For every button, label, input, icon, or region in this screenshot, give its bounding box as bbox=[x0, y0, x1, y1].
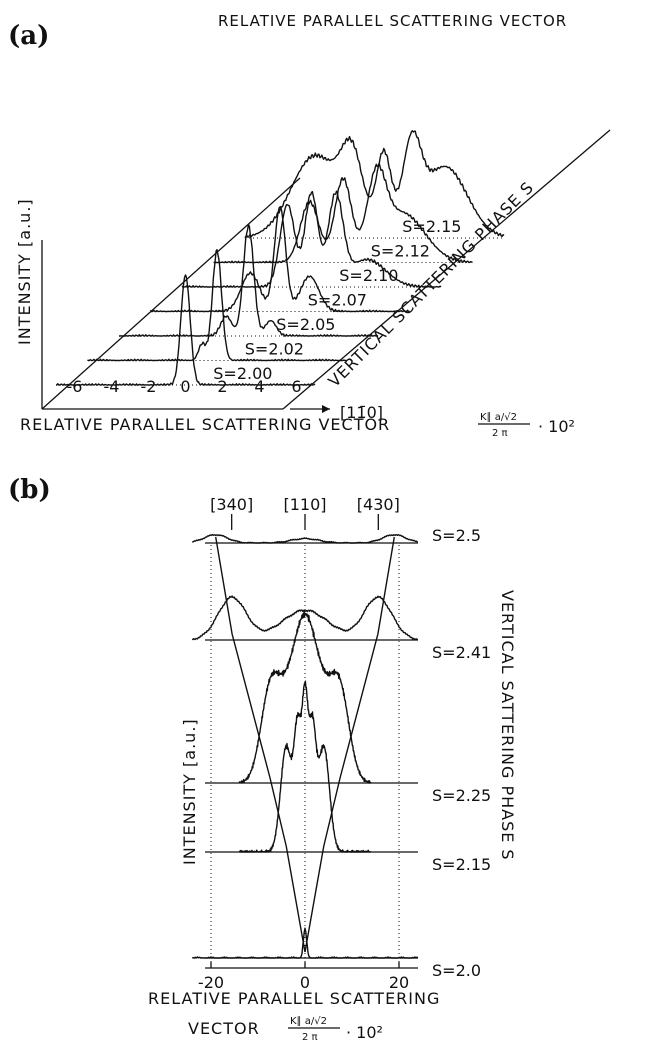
panel-b-direction-label: [340] bbox=[210, 495, 253, 514]
panel-a-formula-factor: · 10² bbox=[538, 417, 575, 436]
panel-b-depth-label: VERTICAL SATTERING PHASE S bbox=[498, 590, 517, 861]
panel-a-direction-arrowhead bbox=[322, 405, 330, 413]
panel-b-series-label: S=2.41 bbox=[432, 643, 491, 662]
panel-a-ylabel: INTENSITY [a.u.] bbox=[15, 198, 34, 345]
panel-a-depth-axis-left bbox=[41, 177, 301, 410]
panel-a-series-line bbox=[87, 249, 347, 362]
panel-a-series-label: S=2.10 bbox=[339, 266, 398, 285]
panel-b-peak-track bbox=[304, 536, 395, 953]
panel-b-series-label: S=2.25 bbox=[432, 786, 491, 805]
panel-b-series-line bbox=[191, 595, 419, 641]
panel-a-top-label: RELATIVE PARALLEL SCATTERING VECTOR bbox=[218, 12, 567, 30]
panel-b-xlabel-line1: RELATIVE PARALLEL SCATTERING bbox=[148, 989, 440, 1008]
panel-a-direction-label: [11̄0] bbox=[340, 403, 383, 422]
panel-a-xlabel: RELATIVE PARALLEL SCATTERING VECTOR bbox=[20, 415, 390, 434]
panel-a-series-line bbox=[149, 206, 410, 313]
panel-a-tick-label: 6 bbox=[291, 377, 301, 396]
panel-a-series-label: S=2.15 bbox=[402, 217, 461, 236]
panel-b-formula-den: 2 π bbox=[302, 1032, 318, 1043]
panel-a-tick-label: 2 bbox=[217, 377, 227, 396]
panel-b-series-line bbox=[191, 534, 419, 544]
panel-a-formula-den: 2 π bbox=[492, 428, 508, 439]
panel-b-series-label: S=2.0 bbox=[432, 961, 481, 980]
panel-b-series-line bbox=[238, 610, 372, 784]
panel-b-direction-label: [110] bbox=[283, 495, 326, 514]
panel-b-series-line bbox=[238, 680, 372, 853]
panel-a-tick-label: -4 bbox=[104, 377, 120, 396]
panel-a-series-label: S=2.00 bbox=[213, 364, 272, 383]
panel-b-plot: [340] [110] [430] S=2.5 S=2.41 S=2.25 S=2.15 S=… bbox=[191, 495, 491, 992]
panel-a-series-label: S=2.07 bbox=[308, 291, 367, 310]
panel-b-tick-label: -20 bbox=[198, 973, 224, 992]
panel-b-series-label: S=2.5 bbox=[432, 526, 481, 545]
panel-a-formula: K∥ a/√2 2 π · 10² bbox=[478, 412, 575, 439]
panel-a-plot: -6 -4 -2 0 2 4 6 S=2.00 S=2.02 S=2.05 S=2.07 S=2.10… bbox=[41, 129, 611, 413]
panel-b-series-line bbox=[191, 927, 419, 959]
panel-a-depth-axis-right bbox=[282, 129, 611, 410]
panel-a-series-label: S=2.02 bbox=[245, 340, 304, 359]
panel-a-tick-label: 4 bbox=[254, 377, 264, 396]
panel-b-formula-num: K∥ a/√2 bbox=[290, 1016, 327, 1027]
panel-b-label: (b) bbox=[8, 475, 51, 505]
panel-b-tick-label: 0 bbox=[300, 973, 310, 992]
panel-b-peak-track bbox=[215, 536, 306, 953]
panel-a-label: (a) bbox=[8, 21, 49, 51]
panel-b-formula-factor: · 10² bbox=[346, 1023, 383, 1042]
panel-b-xlabel-line2: VECTOR bbox=[188, 1019, 260, 1038]
panel-a-series-line bbox=[119, 223, 379, 337]
panel-a-series-label: S=2.12 bbox=[371, 242, 430, 261]
panel-b-formula: K∥ a/√2 2 π · 10² bbox=[288, 1016, 383, 1043]
panel-a-tick-label: -2 bbox=[141, 377, 157, 396]
panel-b-tick-label: 20 bbox=[389, 973, 409, 992]
panel-a-series-label: S=2.05 bbox=[276, 315, 335, 334]
panel-b-series-label: S=2.15 bbox=[432, 855, 491, 874]
panel-a-series-line bbox=[56, 274, 316, 386]
panel-a-tick-label: -6 bbox=[67, 377, 83, 396]
panel-a-formula-num: K∥ a/√2 bbox=[480, 412, 517, 423]
panel-b-direction-label: [430] bbox=[357, 495, 400, 514]
panel-b-ylabel: INTENSITY [a.u.] bbox=[180, 718, 199, 865]
panel-a-series-line bbox=[244, 130, 505, 239]
panel-a-series-line bbox=[181, 190, 442, 288]
panel-a-series-line bbox=[213, 162, 473, 264]
panel-a-tick-label: 0 bbox=[180, 377, 190, 396]
